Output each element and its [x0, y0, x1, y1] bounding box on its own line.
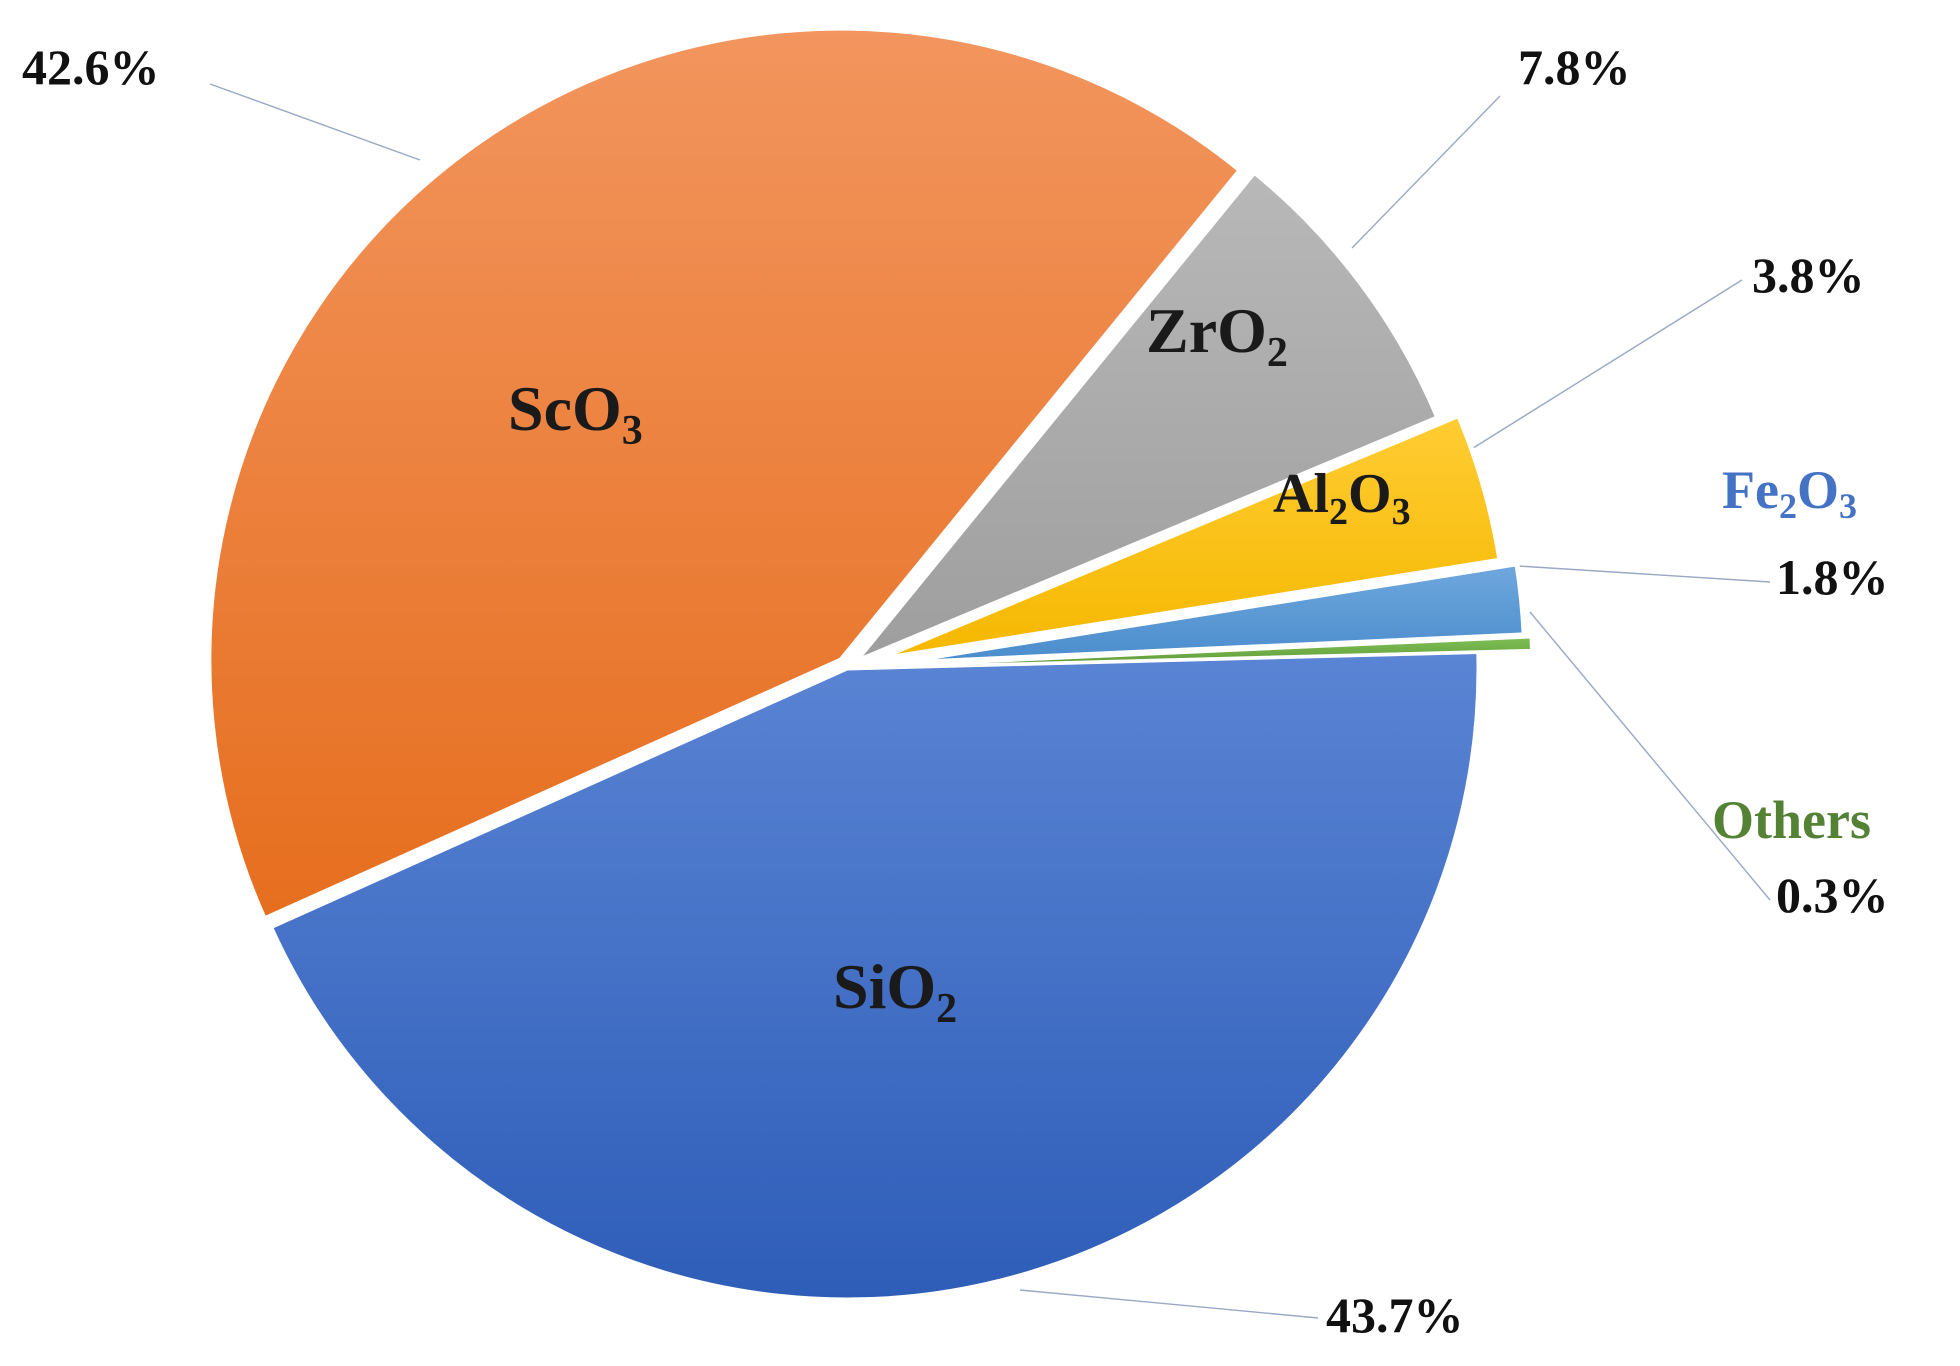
pct-label-al2o3: 3.8%	[1752, 247, 1865, 303]
pct-label-sio2: 43.7%	[1326, 1287, 1464, 1343]
slice-label-sio2: SiO2	[833, 951, 957, 1032]
leader-line-sio2	[1019, 1289, 1319, 1319]
slice-label-fe2o3: Fe2O3	[1722, 460, 1857, 526]
pct-label-sco3: 42.6%	[22, 39, 160, 95]
pie-slice-others	[898, 636, 1532, 667]
pie-slice-al2o3	[873, 412, 1503, 663]
pct-label-fe2o3: 1.8%	[1776, 549, 1889, 605]
pie-slice-zro2	[852, 169, 1441, 665]
slice-label-zro2: ZrO2	[1146, 295, 1288, 376]
pct-label-zro2: 7.8%	[1518, 39, 1631, 95]
pct-label-others: 0.3%	[1776, 867, 1889, 923]
leader-lines	[209, 83, 1771, 1319]
leader-line-al2o3	[1469, 279, 1743, 451]
pie-slice-fe2o3	[890, 561, 1527, 666]
pie-slice-sco3	[206, 25, 1243, 922]
slice-label-others: Others	[1712, 790, 1871, 850]
leader-line-zro2	[1351, 95, 1501, 249]
leader-line-others	[1529, 611, 1771, 901]
leader-line-fe2o3	[1517, 565, 1771, 583]
slice-label-al2o3: Al2O3	[1273, 463, 1411, 533]
pie-slice-sio2	[267, 648, 1482, 1303]
leader-line-sco3	[209, 83, 421, 161]
pie-slices	[206, 25, 1532, 1303]
slice-label-sco3: ScO3	[508, 373, 643, 454]
